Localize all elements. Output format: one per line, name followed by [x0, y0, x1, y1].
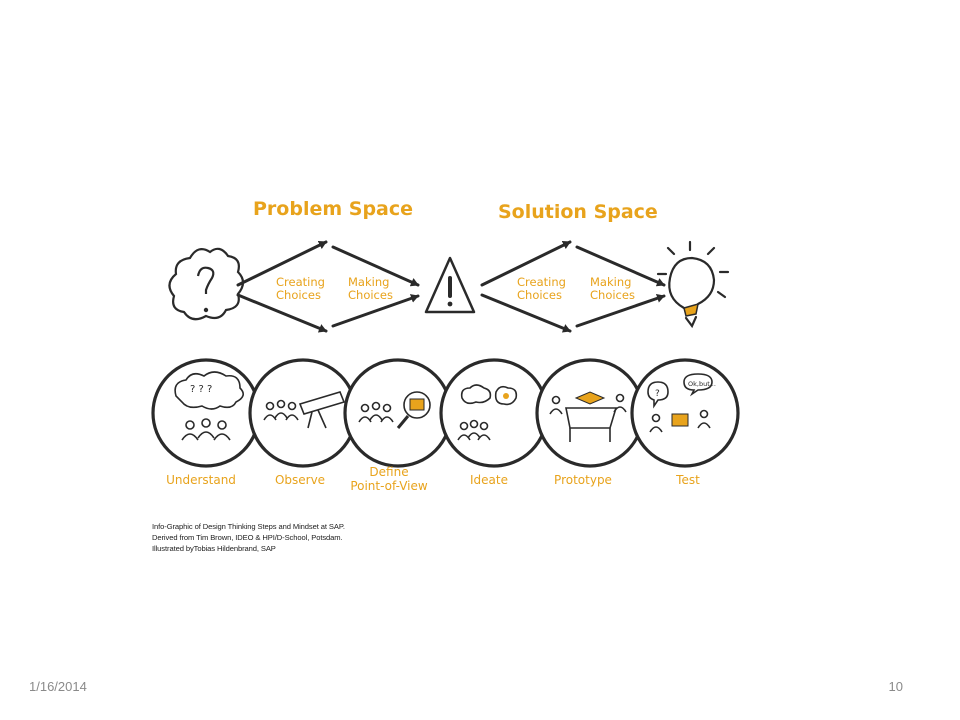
- solution-making-label-1: Making: [590, 275, 631, 289]
- solution-creating-label-1: Creating: [517, 275, 566, 289]
- step-circle-test: [630, 358, 740, 468]
- step-label-define-point-of-view-1: Define: [369, 465, 408, 479]
- ideate-icon: [457, 384, 518, 441]
- understand-icon: ? ? ?: [174, 371, 244, 441]
- svg-text:Ok,but...: Ok,but...: [688, 380, 716, 388]
- diagram-caption: Info-Graphic of Design Thinking Steps an…: [152, 521, 345, 554]
- step-circle-understand: [151, 358, 261, 468]
- lightbulb-icon: [656, 240, 730, 329]
- svg-text:? ? ?: ? ? ?: [190, 384, 212, 395]
- solution-making-label-2: Choices: [590, 288, 635, 302]
- problem-making-label-1: Making: [348, 275, 389, 289]
- step-label-ideate: Ideate: [470, 473, 508, 487]
- step-label-observe: Observe: [275, 473, 325, 487]
- problem-space-arrows: [236, 240, 420, 333]
- define-pov-icon: [358, 391, 431, 429]
- step-label-understand: Understand: [166, 473, 236, 487]
- test-icon: ? Ok,but...: [647, 373, 716, 433]
- problem-space-title: Problem Space: [253, 198, 413, 220]
- problem-creating-label-1: Creating: [276, 275, 325, 289]
- caption-line-2: Derived from Tim Brown, IDEO & HPI/D-Sch…: [152, 533, 343, 542]
- caption-line-3: Illustrated byTobias Hildenbrand, SAP: [152, 544, 276, 553]
- step-label-define-point-of-view-2: Point-of-View: [350, 479, 428, 493]
- step-circle-ideate: [439, 358, 549, 468]
- page-number: 10: [888, 679, 903, 694]
- step-label-prototype: Prototype: [554, 473, 612, 487]
- solution-space-title: Solution Space: [498, 201, 658, 223]
- observe-icon: [263, 391, 346, 429]
- problem-creating-label-2: Choices: [276, 288, 321, 302]
- warning-triangle-icon: [424, 256, 476, 314]
- step-circle-define: [343, 358, 453, 468]
- problem-making-label-2: Choices: [348, 288, 393, 302]
- step-circle-prototype: [535, 358, 645, 468]
- footer-date: 1/16/2014: [29, 679, 87, 694]
- svg-text:?: ?: [655, 389, 660, 399]
- solution-space-arrows: [480, 240, 666, 333]
- solution-creating-label-2: Choices: [517, 288, 562, 302]
- step-label-test: Test: [675, 473, 700, 487]
- caption-line-1: Info-Graphic of Design Thinking Steps an…: [152, 522, 345, 531]
- prototype-icon: [549, 391, 627, 442]
- steps-chain: [151, 358, 740, 468]
- cloud-question-icon: [168, 247, 245, 321]
